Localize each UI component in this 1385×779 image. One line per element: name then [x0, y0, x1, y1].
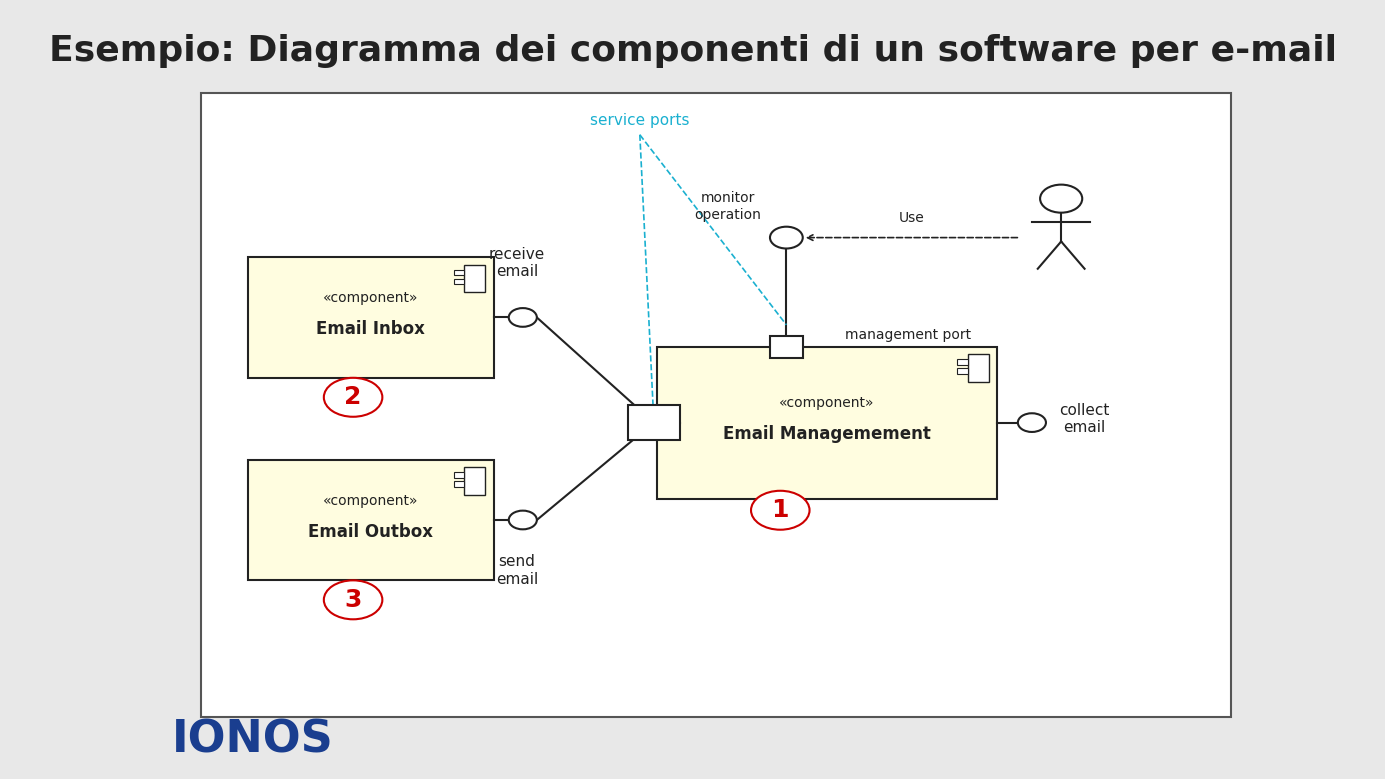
Text: «component»: «component»: [323, 494, 418, 507]
Circle shape: [770, 227, 803, 249]
Text: 2: 2: [345, 386, 361, 409]
FancyBboxPatch shape: [770, 336, 803, 358]
FancyBboxPatch shape: [957, 359, 968, 365]
Circle shape: [324, 580, 382, 619]
Text: management port: management port: [845, 328, 971, 342]
Text: Email Managemement: Email Managemement: [723, 425, 931, 443]
Text: receive
email: receive email: [489, 247, 546, 279]
Text: monitor
operation: monitor operation: [694, 192, 762, 221]
FancyBboxPatch shape: [454, 472, 464, 478]
Text: send
email: send email: [496, 555, 537, 587]
Text: 3: 3: [345, 588, 361, 612]
Circle shape: [751, 491, 810, 530]
Text: 1: 1: [771, 499, 789, 522]
Text: «component»: «component»: [323, 291, 418, 305]
Text: Email Outbox: Email Outbox: [307, 523, 434, 541]
Circle shape: [508, 511, 537, 530]
Text: Esempio: Diagramma dei componenti di un software per e-mail: Esempio: Diagramma dei componenti di un …: [48, 33, 1337, 68]
FancyBboxPatch shape: [248, 257, 493, 378]
Text: «component»: «component»: [780, 397, 875, 410]
FancyBboxPatch shape: [957, 368, 968, 374]
Text: Email Inbox: Email Inbox: [316, 320, 425, 338]
Circle shape: [324, 378, 382, 417]
Text: IONOS: IONOS: [172, 718, 334, 762]
Circle shape: [1040, 185, 1082, 213]
FancyBboxPatch shape: [464, 265, 485, 292]
FancyBboxPatch shape: [464, 467, 485, 495]
Text: service ports: service ports: [590, 113, 690, 129]
Text: Use: Use: [899, 211, 924, 225]
FancyBboxPatch shape: [658, 347, 997, 499]
FancyBboxPatch shape: [454, 481, 464, 487]
FancyBboxPatch shape: [454, 279, 464, 284]
Text: collect
email: collect email: [1060, 403, 1109, 435]
FancyBboxPatch shape: [968, 354, 989, 382]
Circle shape: [1018, 413, 1046, 432]
FancyBboxPatch shape: [629, 406, 680, 439]
FancyBboxPatch shape: [248, 460, 493, 580]
FancyBboxPatch shape: [201, 93, 1231, 717]
FancyBboxPatch shape: [454, 270, 464, 275]
Circle shape: [508, 308, 537, 327]
